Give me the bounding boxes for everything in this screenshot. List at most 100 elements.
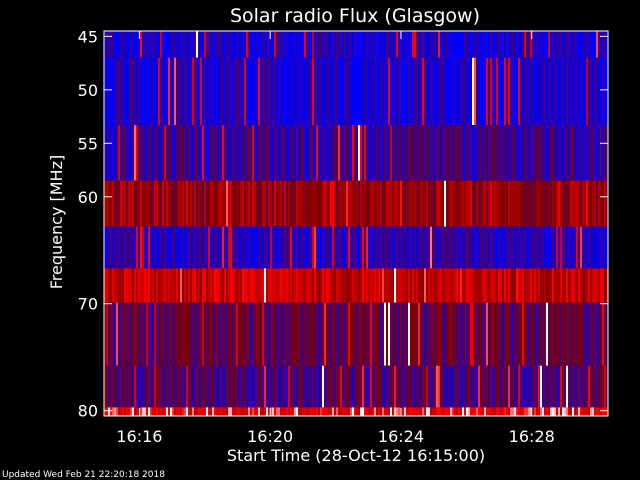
spectrogram-cell [484, 31, 486, 58]
spectrogram-cell [456, 31, 458, 58]
spectrogram-cell [280, 31, 282, 58]
spectrogram-cell [256, 407, 258, 416]
spectrogram-cell [600, 407, 602, 416]
spectrogram-cell [342, 226, 344, 269]
spectrogram-cell [442, 180, 444, 227]
spectrogram-cell [444, 180, 446, 227]
spectrogram-cell [576, 31, 578, 58]
spectrogram-cell [394, 302, 396, 366]
spectrogram-cell [188, 268, 190, 303]
spectrogram-cell [564, 31, 566, 58]
spectrogram-cell [498, 365, 500, 408]
spectrogram-cell [314, 302, 316, 366]
spectrogram-cell [116, 226, 118, 269]
spectrogram-cell [556, 31, 558, 58]
spectrogram-cell [316, 57, 318, 126]
spectrogram-cell [578, 226, 580, 269]
spectrogram-cell [538, 31, 540, 58]
spectrogram-cell [494, 180, 496, 227]
spectrogram-cell [174, 302, 176, 366]
spectrogram-cell [386, 125, 388, 181]
spectrogram-cell [278, 125, 280, 181]
spectrogram-cell [484, 57, 486, 126]
spectrogram-cell [366, 180, 368, 227]
spectrogram-cell [318, 268, 320, 303]
spectrogram-cell [120, 180, 122, 227]
spectrogram-cell [124, 302, 126, 366]
spectrogram-cell [478, 31, 480, 58]
spectrogram-cell [172, 57, 174, 126]
spectrogram-cell [436, 57, 438, 126]
spectrogram-cell [440, 365, 442, 408]
spectrogram-cell [426, 57, 428, 126]
spectrogram-cell [530, 31, 532, 58]
spectrogram-cell [570, 268, 572, 303]
spectrogram-cell [568, 302, 570, 366]
spectrogram-cell [258, 302, 260, 366]
spectrogram-cell [412, 180, 414, 227]
spectrogram-cell [448, 125, 450, 181]
spectrogram-cell [386, 57, 388, 126]
spectrogram-cell [232, 31, 234, 58]
spectrogram-cell [128, 226, 130, 269]
spectrogram-cell [144, 57, 146, 126]
spectrogram-cell [602, 125, 604, 181]
spectrogram-cell [132, 57, 134, 126]
spectrogram-cell [458, 180, 460, 227]
spectrogram-cell [500, 407, 502, 416]
spectrogram-cell [208, 407, 210, 416]
spectrogram-cell [590, 302, 592, 366]
spectrogram-cell [282, 268, 284, 303]
spectrogram-cell [290, 365, 292, 408]
spectrogram-cell [284, 226, 286, 269]
spectrogram-cell [302, 31, 304, 58]
spectrogram-cell [230, 407, 232, 416]
spectrogram-cell [134, 226, 136, 269]
spectrogram-cell [580, 125, 582, 181]
spectrogram-cell [282, 125, 284, 181]
spectrogram-cell [214, 31, 216, 58]
spectrogram-cell [532, 180, 534, 227]
spectrogram-cell [354, 407, 356, 416]
spectrogram-cell [504, 57, 506, 126]
spectrogram-cell [402, 31, 404, 58]
spectrogram-cell [142, 407, 144, 416]
spectrogram-cell [404, 57, 406, 126]
spectrogram-cell [336, 407, 338, 416]
spectrogram-cell [604, 226, 606, 269]
spectrogram-cell [352, 31, 354, 58]
spectrogram-cell [240, 407, 242, 416]
spectrogram-cell [530, 226, 532, 269]
spectrogram-cell [280, 57, 282, 126]
spectrogram-cell [350, 302, 352, 366]
spectrogram-cell [278, 302, 280, 366]
spectrogram-cell [372, 407, 374, 416]
spectrogram-cell [446, 268, 448, 303]
spectrogram-cell [570, 180, 572, 227]
spectrogram-cell [296, 268, 298, 303]
spectrogram-cell [200, 125, 202, 181]
spectrogram-cell [360, 180, 362, 227]
frequency-band [104, 365, 608, 408]
spectrogram-cell [552, 57, 554, 126]
spectrogram-cell [368, 407, 370, 416]
spectrogram-cell [456, 365, 458, 408]
spectrogram-cell [244, 365, 246, 408]
spectrogram-cell [306, 180, 308, 227]
spectrogram-cell [580, 226, 582, 269]
spectrogram-cell [338, 407, 340, 416]
spectrogram-cell [144, 365, 146, 408]
spectrogram-cell [194, 268, 196, 303]
spectrogram-cell [436, 302, 438, 366]
spectrogram-cell [426, 268, 428, 303]
spectrogram-cell [290, 125, 292, 181]
spectrogram-cell [574, 226, 576, 269]
spectrogram-cell [212, 268, 214, 303]
spectrogram-cell [222, 365, 224, 408]
spectrogram-cell [428, 268, 430, 303]
spectrogram-cell [534, 268, 536, 303]
spectrogram-cell [498, 31, 500, 58]
spectrogram-cell [154, 180, 156, 227]
spectrogram-cell [166, 226, 168, 269]
spectrogram-cell [288, 407, 290, 416]
